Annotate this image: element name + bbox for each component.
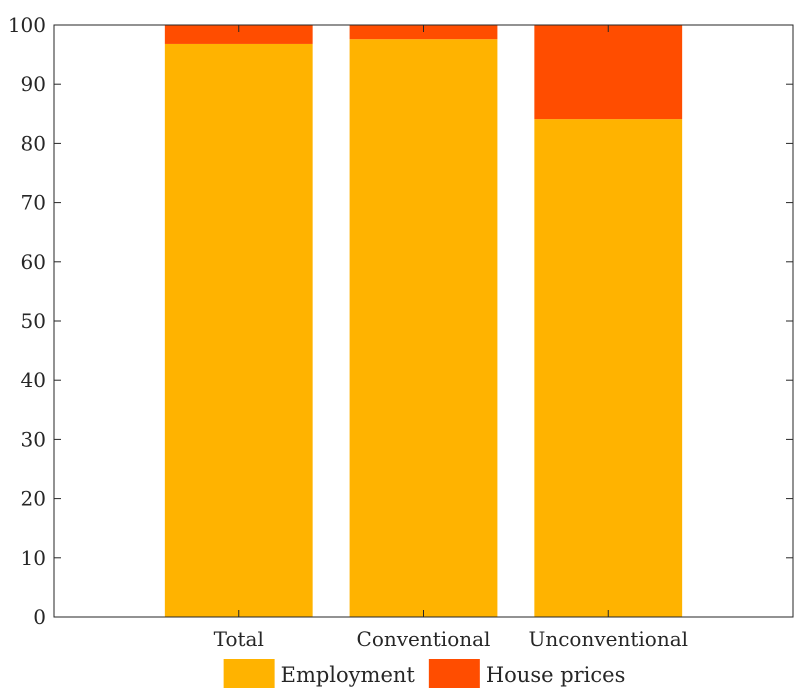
y-axis: 0 10 20 30 40 50 60 70 80 90 100 bbox=[8, 13, 793, 629]
bars-layer bbox=[164, 25, 683, 618]
legend-label-employment: Employment bbox=[281, 663, 416, 687]
y-tick-label: 0 bbox=[33, 605, 46, 629]
y-tick-label: 80 bbox=[21, 131, 46, 155]
y-tick-label: 10 bbox=[21, 546, 46, 570]
bar-total-employment bbox=[164, 43, 313, 618]
bar-conventional-house-prices bbox=[349, 25, 498, 40]
y-tick-label: 20 bbox=[21, 487, 46, 511]
y-tick-label: 90 bbox=[21, 72, 46, 96]
x-tick-label-unconventional: Unconventional bbox=[528, 627, 688, 651]
y-tick-label: 50 bbox=[21, 309, 46, 333]
legend: Employment House prices bbox=[223, 659, 626, 688]
bar-unconventional-house-prices bbox=[534, 25, 683, 120]
bar-conventional-employment bbox=[349, 39, 498, 617]
x-tick-label-conventional: Conventional bbox=[357, 627, 491, 651]
legend-swatch-employment bbox=[223, 659, 275, 688]
bar-unconventional-employment bbox=[534, 119, 683, 618]
legend-label-house-prices: House prices bbox=[486, 663, 626, 687]
x-tick-label-total: Total bbox=[214, 627, 264, 651]
y-tick-label: 70 bbox=[21, 191, 46, 215]
y-tick-label: 60 bbox=[21, 250, 46, 274]
y-tick-label: 40 bbox=[21, 368, 46, 392]
bar-total-house-prices bbox=[164, 25, 313, 44]
legend-swatch-house-prices bbox=[428, 659, 480, 688]
x-axis: Total Conventional Unconventional bbox=[214, 25, 688, 651]
y-tick-label: 30 bbox=[21, 427, 46, 451]
y-tick-label: 100 bbox=[8, 13, 46, 37]
